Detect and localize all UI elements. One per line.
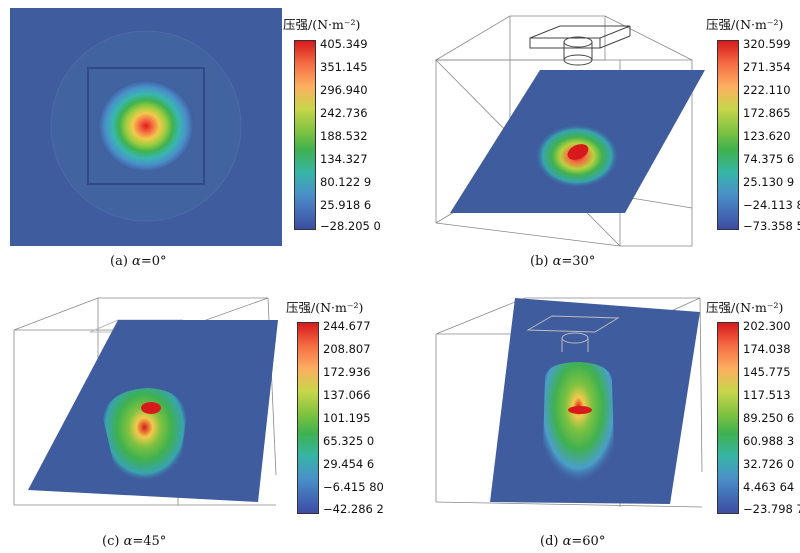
colorbar-tick: 242.736	[320, 106, 368, 120]
pressure-contour	[98, 80, 194, 172]
inner-square	[87, 67, 205, 185]
colorbar-tick: 80.122 9	[320, 175, 372, 189]
colorbar-tick: 65.325 0	[323, 434, 375, 448]
colorbar-tick: 117.513	[743, 388, 791, 402]
colorbar-tick: 172.936	[323, 365, 371, 379]
pressure-contour	[103, 388, 186, 487]
colorbar-tick: 101.195	[323, 411, 371, 425]
colorbar-tick: 32.726 0	[743, 457, 795, 471]
colorbar-tick: 405.349	[320, 37, 368, 51]
colorbar-tick: −24.113 8	[743, 198, 800, 212]
colorbar-tick: 244.677	[323, 319, 371, 333]
colorbar-title-c: 压强/(N·m⁻²)	[286, 300, 364, 315]
colorbar-tick: 25.918 6	[320, 198, 372, 212]
pressure-peak	[567, 144, 589, 160]
colorbar-tick: 208.807	[323, 342, 371, 356]
colorbar-title-d: 压强/(N·m⁻²)	[706, 300, 784, 315]
colorbar-title-a: 压强/(N·m⁻²)	[283, 17, 361, 32]
colorbar-tick: 320.599	[743, 37, 791, 51]
colorbar-tick: 4.463 64	[743, 480, 795, 494]
colorbar-d	[717, 322, 739, 514]
colorbar-tick: 60.988 3	[743, 434, 795, 448]
colorbar-tick: 25.130 9	[743, 175, 795, 189]
colorbar-tick: −23.798 7	[743, 502, 800, 516]
colorbar-c	[297, 322, 319, 514]
caption-b: (b) α=30°	[530, 254, 596, 269]
colorbar-tick: −73.358 5	[743, 219, 800, 233]
colorbar-b	[717, 40, 739, 230]
pressure-contour	[542, 362, 615, 491]
inlet-structure	[526, 315, 620, 352]
colorbar-tick: 222.110	[743, 83, 791, 97]
panel-c-plot	[13, 297, 278, 506]
colorbar-tick: 202.300	[743, 319, 791, 333]
colorbar-tick: 137.066	[323, 388, 371, 402]
colorbar-tick: 89.250 6	[743, 411, 795, 425]
colorbar-tick: 174.038	[743, 342, 791, 356]
panel-d-plot	[435, 297, 703, 508]
colorbar-tick: 296.940	[320, 83, 368, 97]
caption-d: (d) α=60°	[540, 534, 606, 549]
colorbar-tick: 351.145	[320, 60, 368, 74]
panel-a-plot	[10, 8, 282, 246]
colorbar-tick: −42.286 2	[323, 502, 384, 516]
pressure-peak	[141, 402, 161, 414]
colorbar-tick: 145.775	[743, 365, 791, 379]
colorbar-tick: 74.375 6	[743, 152, 795, 166]
colorbar-tick: −6.415 80	[323, 480, 384, 494]
colorbar-tick: 188.532	[320, 129, 368, 143]
inlet-structure	[529, 25, 631, 66]
colorbar-tick: 134.327	[320, 152, 368, 166]
pressure-peak	[568, 406, 592, 414]
colorbar-tick: 172.865	[743, 106, 791, 120]
colorbar-a	[294, 40, 316, 230]
panel-b-plot	[434, 15, 705, 247]
colorbar-tick: −28.205 0	[320, 219, 381, 233]
colorbar-tick: 271.354	[743, 60, 791, 74]
colorbar-title-b: 压强/(N·m⁻²)	[706, 17, 784, 32]
caption-a: (a) α=0°	[110, 254, 167, 269]
colorbar-tick: 123.620	[743, 129, 791, 143]
colorbar-tick: 29.454 6	[323, 457, 375, 471]
caption-c: (c) α=45°	[102, 534, 167, 549]
